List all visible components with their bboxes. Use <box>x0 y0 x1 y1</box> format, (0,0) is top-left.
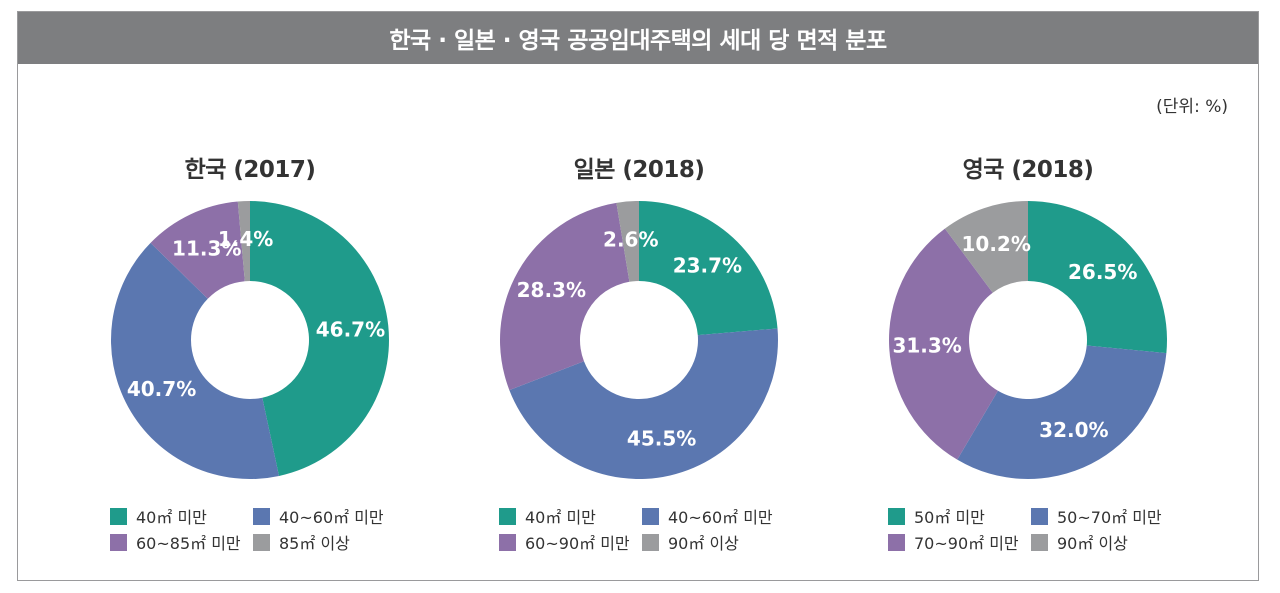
slice-label-japan-3: 2.6% <box>603 227 658 251</box>
slice-uk-0 <box>1028 201 1167 354</box>
legend-label: 60~85㎡ 미만 <box>136 534 241 553</box>
slice-label-korea-2: 11.3% <box>172 237 241 261</box>
legend-item-uk-0: 50㎡ 미만 <box>888 504 985 528</box>
slice-label-uk-0: 26.5% <box>1068 260 1137 284</box>
slice-korea-1 <box>110 242 280 479</box>
donut-chart-japan: 일본 (2018) 23.7% 45.5% 28.3% 2.6% 40㎡ 미만 40~6… <box>439 12 839 582</box>
legend-swatch <box>253 507 270 525</box>
legend-swatch <box>110 533 127 551</box>
legend-label: 40~60㎡ 미만 <box>668 508 773 527</box>
legend-item-japan-1: 40~60㎡ 미만 <box>642 504 773 528</box>
chart-title-uk: 영국 (2018) <box>962 157 1094 183</box>
legend-label: 40~60㎡ 미만 <box>279 508 384 527</box>
slice-japan-0 <box>639 201 778 336</box>
legend-item-korea-1: 40~60㎡ 미만 <box>253 504 384 528</box>
legend-label: 50~70㎡ 미만 <box>1057 508 1162 527</box>
legend-swatch <box>110 507 127 525</box>
legend-label: 40㎡ 미만 <box>525 508 596 527</box>
slice-japan-1 <box>509 328 778 479</box>
slice-korea-2 <box>150 201 245 299</box>
slice-label-japan-2: 28.3% <box>517 278 586 302</box>
legend-swatch <box>888 507 905 525</box>
donut-chart-korea: 한국 (2017) 46.7% 40.7% 11.3% 1.4% 40㎡ 미만 40~6… <box>50 12 450 582</box>
donut-svg-korea: 46.7% 40.7% 11.3%1.4% <box>110 201 390 479</box>
slice-label-uk-3: 10.2% <box>961 232 1030 256</box>
slice-label-korea-0: 46.7% <box>316 317 385 341</box>
slice-uk-3 <box>944 201 1028 293</box>
legend-item-uk-1: 50~70㎡ 미만 <box>1031 504 1162 528</box>
legend-label: 85㎡ 이상 <box>279 534 350 553</box>
donut-svg-uk: 26.5% 32.0% 31.3% 10.2% <box>889 201 1167 480</box>
legend-item-korea-3: 85㎡ 이상 <box>253 530 350 554</box>
legend-label: 60~90㎡ 미만 <box>525 534 630 553</box>
chart-frame: 한국 · 일본 · 영국 공공임대주택의 세대 당 면적 분포 (단위: %) … <box>17 11 1259 581</box>
legend-swatch <box>499 507 516 525</box>
slice-label-uk-2: 31.3% <box>892 333 961 357</box>
donut-chart-uk: 영국 (2018) 26.5% 32.0% 31.3% 10.2% 50㎡ 미만 50~… <box>828 12 1228 582</box>
slice-label-japan-1: 45.5% <box>627 426 696 450</box>
legend-label: 90㎡ 이상 <box>1057 534 1128 553</box>
legend-label: 40㎡ 미만 <box>136 508 207 527</box>
slice-label-korea-1: 40.7% <box>127 377 196 401</box>
slice-label-korea-3: 1.4% <box>218 227 273 251</box>
slice-label-uk-1: 32.0% <box>1039 418 1108 442</box>
legend-swatch <box>642 533 659 551</box>
legend-swatch <box>1031 507 1048 525</box>
legend-item-korea-2: 60~85㎡ 미만 <box>110 530 241 554</box>
chart-title-japan: 일본 (2018) <box>573 157 705 183</box>
legend-label: 90㎡ 이상 <box>668 534 739 553</box>
legend-swatch <box>253 533 270 551</box>
donut-svg-japan: 23.7% 45.5% 28.3% 2.6% <box>500 201 778 479</box>
figure-title: 한국 · 일본 · 영국 공공임대주택의 세대 당 면적 분포 <box>18 12 1258 64</box>
legend-swatch <box>1031 533 1048 551</box>
chart-title-korea: 한국 (2017) <box>184 157 316 183</box>
legend-item-japan-0: 40㎡ 미만 <box>499 504 596 528</box>
slice-japan-2 <box>500 202 630 391</box>
legend-swatch <box>888 533 905 551</box>
slice-korea-0 <box>250 201 390 476</box>
legend-item-uk-3: 90㎡ 이상 <box>1031 530 1128 554</box>
unit-label: (단위: %) <box>1156 97 1228 117</box>
slice-label-japan-0: 23.7% <box>673 254 742 278</box>
legend-item-korea-0: 40㎡ 미만 <box>110 504 207 528</box>
legend-label: 70~90㎡ 미만 <box>914 534 1019 553</box>
legend-item-japan-3: 90㎡ 이상 <box>642 530 739 554</box>
legend-swatch <box>642 507 659 525</box>
slice-uk-1 <box>957 345 1167 480</box>
slice-uk-2 <box>889 228 998 460</box>
legend-item-japan-2: 60~90㎡ 미만 <box>499 530 630 554</box>
legend-swatch <box>499 533 516 551</box>
slice-japan-3 <box>616 201 639 282</box>
legend-item-uk-2: 70~90㎡ 미만 <box>888 530 1019 554</box>
slice-korea-3 <box>237 201 250 282</box>
legend-label: 50㎡ 미만 <box>914 508 985 527</box>
